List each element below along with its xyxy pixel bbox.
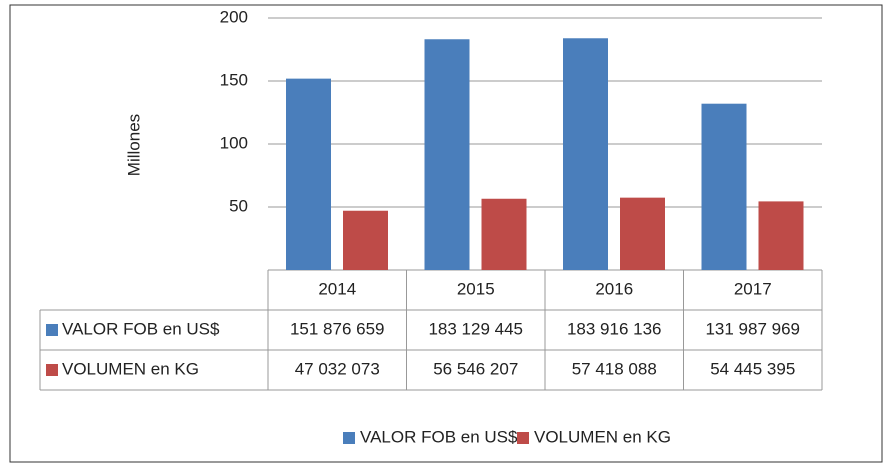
bar [563,38,608,270]
y-tick-label: 50 [229,196,248,215]
bar [620,197,665,270]
table-value: 56 546 207 [433,359,518,378]
x-tick-label: 2016 [595,279,633,298]
table-value: 183 129 445 [428,319,523,338]
bar [481,198,527,270]
bar [424,39,470,271]
legend-key [46,324,58,336]
legend-key [46,364,58,376]
table-value: 54 445 395 [710,359,795,378]
y-tick-label: 150 [220,70,248,89]
bar [343,210,388,270]
x-tick-label: 2017 [734,279,772,298]
legend-label: VALOR FOB en US$ [360,427,518,446]
table-row-label: VOLUMEN en KG [62,359,199,378]
table-row-label: VALOR FOB en US$ [62,319,220,338]
table-value: 47 032 073 [295,359,380,378]
table-value: 131 987 969 [705,319,800,338]
legend-key [517,432,529,444]
bar [286,78,331,270]
table-value: 183 916 136 [567,319,662,338]
y-axis-label: Millones [124,114,143,176]
x-tick-label: 2014 [318,279,356,298]
bar [758,201,804,270]
y-tick-label: 200 [220,7,248,26]
x-tick-label: 2015 [457,279,495,298]
table-value: 151 876 659 [290,319,385,338]
table-value: 57 418 088 [572,359,657,378]
legend-label: VOLUMEN en KG [534,427,671,446]
bar [701,103,747,270]
y-tick-label: 100 [220,133,248,152]
legend-key [343,432,355,444]
